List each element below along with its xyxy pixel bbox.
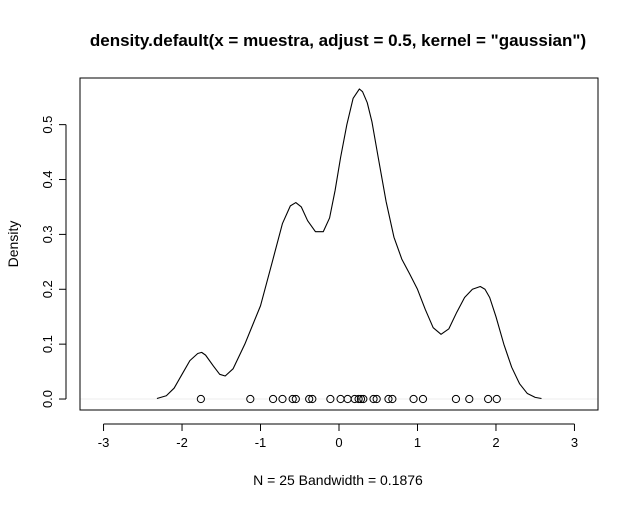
data-point bbox=[291, 394, 300, 404]
x-axis-label: N = 25 Bandwidth = 0.1876 bbox=[253, 472, 423, 488]
data-point bbox=[388, 394, 397, 404]
plot-layer: -3 -2 -1 0 1 2 3 0.0 0.1 0.2 0.3 0.4 0.5 bbox=[40, 77, 599, 450]
data-point bbox=[369, 394, 378, 404]
x-tick-label: 2 bbox=[492, 435, 499, 450]
data-point bbox=[372, 394, 381, 404]
x-tick-label: 0 bbox=[335, 435, 342, 450]
data-point bbox=[278, 394, 287, 404]
data-point bbox=[354, 394, 363, 404]
data-point bbox=[268, 394, 278, 404]
plot-frame bbox=[79, 77, 599, 411]
data-point bbox=[409, 394, 418, 404]
y-tick-label: 0.3 bbox=[40, 225, 55, 243]
y-tick-label: 0.2 bbox=[40, 280, 55, 298]
data-point bbox=[492, 394, 501, 404]
x-tick-label: 3 bbox=[571, 435, 578, 450]
x-axis: -3 -2 -1 0 1 2 3 bbox=[98, 423, 578, 450]
y-axis: 0.0 0.1 0.2 0.3 0.4 0.5 bbox=[40, 116, 67, 408]
data-point bbox=[451, 394, 461, 404]
x-tick-label: -3 bbox=[98, 435, 110, 450]
y-tick-label: 0.0 bbox=[40, 390, 55, 408]
density-curve bbox=[156, 88, 542, 400]
x-tick-label: -1 bbox=[255, 435, 267, 450]
data-point bbox=[308, 394, 317, 404]
data-point bbox=[356, 394, 366, 404]
data-point bbox=[484, 394, 493, 404]
data-point bbox=[288, 394, 297, 404]
data-point bbox=[196, 394, 205, 404]
x-tick-label: 1 bbox=[414, 435, 421, 450]
data-point bbox=[465, 394, 474, 404]
data-point bbox=[359, 394, 368, 404]
chart-title: density.default(x = muestra, adjust = 0.… bbox=[90, 31, 586, 50]
y-tick-label: 0.1 bbox=[40, 335, 55, 353]
data-point bbox=[246, 394, 255, 404]
data-point bbox=[326, 394, 335, 404]
y-tick-label: 0.4 bbox=[40, 170, 55, 188]
y-tick-label: 0.5 bbox=[40, 116, 55, 134]
y-axis-label: Density bbox=[5, 221, 21, 268]
data-point bbox=[384, 394, 393, 404]
x-tick-label: -2 bbox=[176, 435, 188, 450]
data-point bbox=[305, 394, 314, 404]
data-point bbox=[350, 394, 359, 404]
data-point bbox=[418, 394, 428, 404]
